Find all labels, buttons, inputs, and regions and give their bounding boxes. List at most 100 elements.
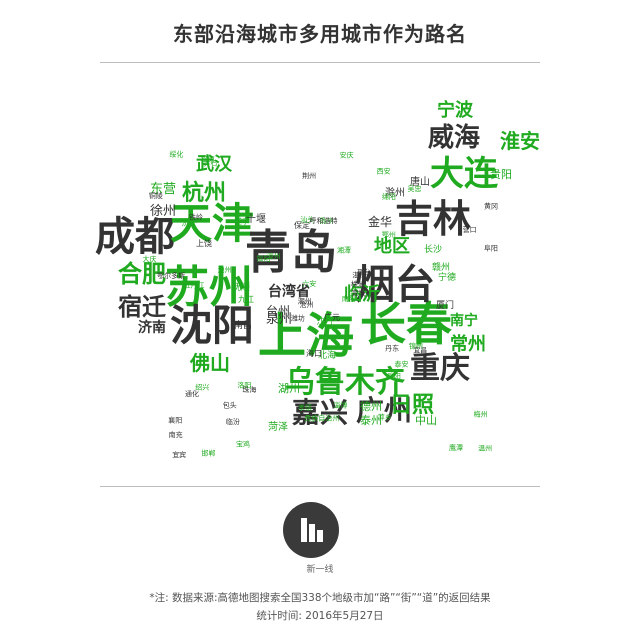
- word-33: 台州: [266, 303, 290, 318]
- word-7: 烟台: [355, 262, 435, 308]
- word-74: 绍兴: [195, 383, 209, 392]
- word-76: 南充: [169, 430, 183, 439]
- word-47: 赣州: [432, 261, 450, 273]
- brand-logo: [283, 502, 339, 558]
- word-37: 中山: [415, 414, 437, 427]
- word-27: 台湾省: [268, 283, 310, 300]
- word-56: 济宁: [182, 218, 198, 228]
- word-57: 沧州: [300, 300, 314, 309]
- word-28: 东营: [150, 182, 176, 197]
- word-10: 乌鲁木齐: [285, 365, 405, 400]
- word-19: 淮安: [500, 129, 540, 153]
- word-109: 萍乡: [378, 413, 392, 422]
- word-20: 佛山: [189, 351, 230, 375]
- word-42: 十堰: [246, 212, 266, 225]
- word-54: 海口: [306, 348, 322, 358]
- word-50: 广元: [324, 312, 340, 322]
- word-53: 九江: [238, 295, 254, 304]
- word-94: 锦州: [409, 341, 423, 350]
- word-23: 地区: [374, 235, 410, 257]
- word-71: 邯郸: [201, 449, 215, 458]
- word-87: 孝感: [298, 403, 312, 412]
- word-6: 沈阳: [170, 301, 254, 350]
- word-44: 南昌: [234, 319, 252, 331]
- word-3: 青岛: [245, 225, 337, 279]
- word-5: 长春: [360, 297, 452, 351]
- word-26: 济南: [138, 319, 166, 336]
- word-106: 营口: [463, 225, 477, 234]
- word-22: 武汉: [196, 154, 233, 175]
- word-82: 荆州: [302, 171, 316, 180]
- word-52: 上饶: [196, 238, 212, 248]
- word-61: 西安: [377, 167, 391, 176]
- word-29: 徐州: [150, 204, 176, 219]
- word-102: 宜宾: [172, 450, 186, 459]
- word-31: 金华: [368, 214, 392, 229]
- word-35: 德州: [360, 399, 382, 413]
- word-98: 岳阳: [387, 372, 401, 381]
- word-69: 潍坊: [291, 314, 305, 323]
- word-49: 宁德: [438, 271, 456, 283]
- word-66: 温州: [478, 444, 492, 453]
- word-36: 泰州: [360, 413, 382, 427]
- top-divider: [100, 62, 540, 63]
- word-105: 通化: [185, 389, 199, 398]
- word-60: 珠海: [242, 385, 256, 394]
- word-84: 丹东: [385, 344, 399, 353]
- word-40: 贵阳: [490, 168, 512, 181]
- word-65: 黄石: [203, 159, 217, 168]
- word-34: 湖州: [278, 382, 300, 395]
- word-55: 江门: [317, 316, 333, 326]
- stat-date: 统计时间: 2016年5月27日: [256, 610, 384, 622]
- word-108: 泰安: [395, 359, 409, 368]
- word-9: 大连: [430, 154, 499, 194]
- word-113: 淄博: [333, 401, 347, 410]
- word-30: 南宁: [450, 312, 478, 329]
- word-110: 包头: [223, 400, 237, 409]
- word-41: 滁州: [385, 186, 405, 199]
- word-88: 六安: [302, 279, 316, 288]
- word-14: 威海: [428, 122, 480, 153]
- word-43: 抚顺: [232, 281, 250, 293]
- word-15: 合肥: [118, 260, 166, 288]
- word-78: 呼和浩特: [309, 216, 337, 225]
- word-16: 宿迁: [118, 293, 166, 321]
- word-13: 广州: [356, 394, 412, 427]
- word-86: 潮州: [298, 297, 312, 306]
- word-32: 泉州: [266, 311, 292, 327]
- word-107: 铜陵: [149, 191, 163, 200]
- word-0: 成都: [95, 214, 175, 260]
- page-title: 东部沿海城市多用城市作为路名: [173, 22, 467, 46]
- word-80: 宜昌: [413, 345, 427, 354]
- word-67: 牡丹江: [183, 281, 204, 290]
- word-83: 鄂尔多斯: [157, 271, 185, 280]
- word-38: 菏泽: [268, 421, 288, 433]
- bottom-divider: [100, 486, 540, 487]
- word-104: 宣城: [351, 288, 365, 297]
- word-72: 汕头: [300, 215, 314, 224]
- word-90: 吴忠: [407, 185, 421, 193]
- word-21: 宁波: [437, 99, 474, 121]
- word-103: 彝族自治州: [304, 413, 339, 422]
- word-12: 嘉兴: [292, 396, 348, 429]
- word-8: 吉林: [395, 197, 471, 241]
- word-68: 黄冈: [484, 202, 498, 211]
- footnote: *注: 数据来源:高德地图搜索全国338个地级市加“路”“街”“道”的返回结果: [149, 592, 491, 604]
- word-63: 绵阳: [382, 192, 396, 201]
- word-85: 阜阳: [484, 244, 498, 253]
- word-11: 重庆: [410, 351, 470, 386]
- word-79: 邢台: [357, 268, 371, 277]
- logo-caption: 新一线: [306, 565, 334, 575]
- word-81: 铁岭: [189, 212, 203, 221]
- word-112: 绥化: [169, 150, 183, 159]
- word-89: 遂宁: [235, 216, 249, 225]
- word-96: 揭阳: [257, 254, 271, 263]
- word-25: 常州: [450, 333, 486, 355]
- word-99: 宝鸡: [236, 439, 250, 448]
- word-46: 长沙: [424, 243, 442, 255]
- word-95: 安庆: [340, 150, 354, 159]
- logo-mark-icon: [301, 518, 323, 542]
- word-93: 梅州: [474, 410, 488, 419]
- word-4: 上海: [258, 308, 354, 364]
